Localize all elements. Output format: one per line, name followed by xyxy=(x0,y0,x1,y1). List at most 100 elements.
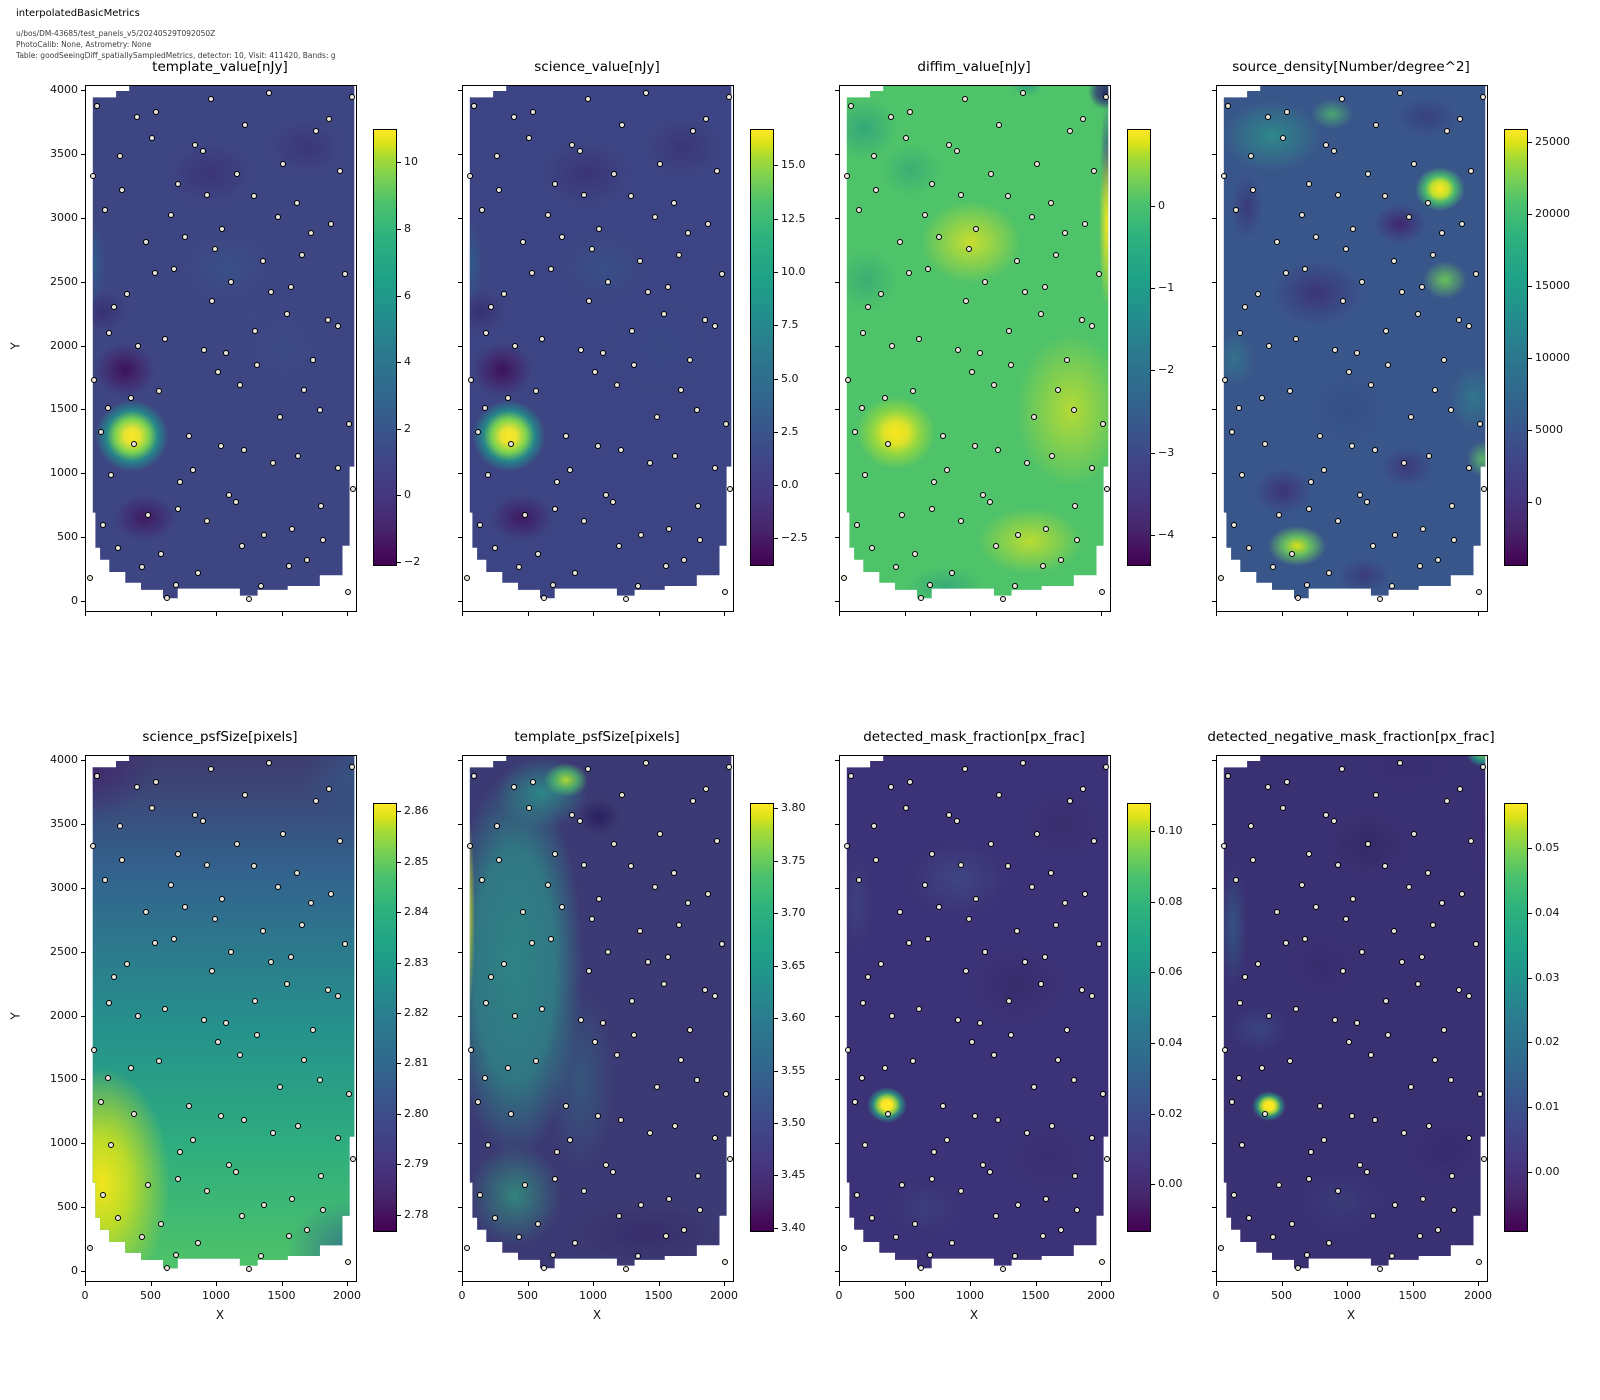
sample-point xyxy=(538,1005,545,1012)
heatmap-field-template-psfsize xyxy=(466,756,732,1269)
sample-point xyxy=(1082,221,1089,227)
sample-point xyxy=(852,1098,859,1105)
sample-point xyxy=(1104,1155,1110,1162)
sample-point xyxy=(609,1169,616,1176)
x-tick-mark xyxy=(281,1282,283,1286)
sample-point xyxy=(1330,147,1337,154)
sample-point xyxy=(719,941,726,948)
sample-point xyxy=(1399,289,1405,295)
x-tick-mark xyxy=(1281,612,1283,616)
sample-point xyxy=(610,170,617,177)
sample-point xyxy=(1420,526,1427,533)
y-tick-mark xyxy=(81,345,85,347)
colorbar-tick-mark xyxy=(1528,214,1532,215)
sample-point xyxy=(1079,115,1086,122)
colorbar-tick-label: 10.0 xyxy=(781,264,806,278)
sample-point xyxy=(678,1056,684,1063)
header-table-line: Table: goodSeeingDiff_spatiallySampledMe… xyxy=(16,51,336,60)
sample-point xyxy=(1451,1207,1458,1213)
figure-suptitle: interpolatedBasicMetrics xyxy=(16,8,140,19)
y-tick-mark xyxy=(458,281,462,283)
sample-point xyxy=(1055,386,1061,393)
sample-point xyxy=(1405,883,1412,890)
sample-point xyxy=(342,941,349,948)
sample-point xyxy=(968,368,975,375)
sample-point xyxy=(214,368,221,375)
sample-point xyxy=(86,1245,93,1252)
colorbar-tick-label: 0.00 xyxy=(1535,1164,1560,1178)
sample-point xyxy=(963,297,970,304)
y-tick-mark xyxy=(458,153,462,155)
y-tick-label: 4000 xyxy=(50,753,78,766)
sample-point xyxy=(953,817,960,824)
sample-point xyxy=(1466,464,1473,471)
sample-point xyxy=(1371,447,1378,453)
sample-point xyxy=(253,1031,260,1038)
sample-point xyxy=(521,1181,528,1188)
sample-point xyxy=(911,551,918,557)
sample-point xyxy=(348,93,355,100)
sample-point xyxy=(260,1201,267,1208)
sample-point xyxy=(279,160,286,167)
colorbar-tick-mark xyxy=(1528,358,1532,359)
sample-point xyxy=(1476,421,1483,428)
sample-point xyxy=(892,564,899,570)
sample-point xyxy=(1237,330,1244,336)
sample-point xyxy=(285,1233,292,1239)
sample-point xyxy=(695,502,702,509)
sample-point xyxy=(1020,90,1027,97)
sample-point xyxy=(906,108,913,115)
colorbar-tick-label: 2.81 xyxy=(404,1056,429,1070)
y-tick-mark xyxy=(81,281,85,283)
sample-point xyxy=(915,335,922,342)
sample-point xyxy=(1245,545,1252,551)
sample-point xyxy=(727,485,733,492)
sample-point xyxy=(615,542,622,549)
sample-point xyxy=(237,382,244,388)
colorbar-tick-label: 5000 xyxy=(1535,423,1563,436)
plot-area-detected-mask-fraction xyxy=(839,755,1111,1282)
sample-point xyxy=(142,908,149,915)
sample-point xyxy=(105,405,111,412)
sample-point xyxy=(512,343,519,350)
sample-point xyxy=(925,936,932,942)
sample-point xyxy=(1266,1013,1273,1020)
sample-point xyxy=(1466,1134,1473,1141)
sample-point xyxy=(268,289,274,295)
sample-point xyxy=(887,783,894,790)
sample-point xyxy=(1323,811,1329,818)
sample-point xyxy=(1359,948,1366,955)
y-tick-mark xyxy=(835,601,839,602)
sample-point xyxy=(294,870,301,877)
sample-point xyxy=(1037,310,1044,317)
sample-point xyxy=(651,883,658,890)
x-tick-mark xyxy=(1101,1282,1102,1286)
sample-point xyxy=(318,502,325,509)
sample-point xyxy=(175,1175,182,1182)
sample-point xyxy=(515,1234,522,1240)
sample-point xyxy=(1288,551,1295,557)
sample-point xyxy=(138,1234,145,1240)
y-tick-mark xyxy=(835,90,839,91)
colorbar-tick-label: 2.79 xyxy=(404,1157,429,1171)
sample-point xyxy=(93,102,100,109)
sample-point xyxy=(996,121,1002,128)
sample-point xyxy=(250,862,257,869)
sample-point xyxy=(240,1117,247,1123)
sample-point xyxy=(238,542,245,549)
colorbar-tick-label: 0.08 xyxy=(1158,894,1183,908)
sample-point xyxy=(1014,1201,1021,1208)
sample-point xyxy=(207,766,214,772)
sample-point xyxy=(222,349,229,356)
y-tick-mark xyxy=(81,217,85,219)
sample-point xyxy=(1388,583,1395,589)
sample-point xyxy=(576,817,583,824)
sample-point xyxy=(614,382,621,388)
sample-point xyxy=(1397,90,1404,97)
colorbar-tick-label: 12.5 xyxy=(781,211,806,225)
sample-point xyxy=(1345,1038,1352,1045)
y-tick-mark xyxy=(1212,760,1216,761)
sample-point xyxy=(201,1017,208,1024)
sample-point xyxy=(1031,414,1038,420)
y-tick-mark xyxy=(835,1143,839,1145)
